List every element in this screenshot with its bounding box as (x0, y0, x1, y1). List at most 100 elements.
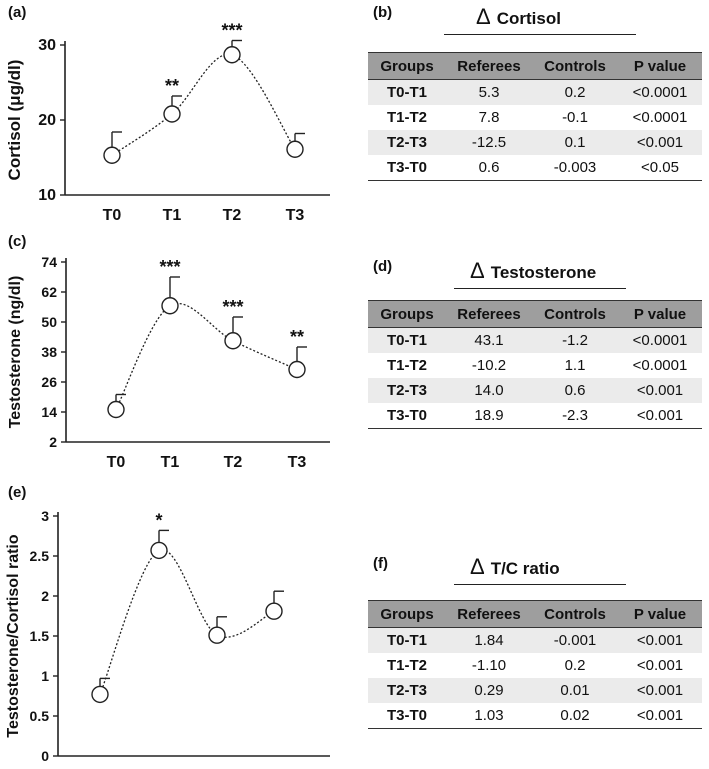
data-point (103, 146, 121, 164)
cell-group: T3-T0 (368, 155, 446, 181)
cell-controls: 0.2 (532, 79, 618, 105)
table-title-text: Testosterone (490, 263, 597, 282)
y-tick-label: 20 (38, 112, 56, 129)
y-axis-label: Cortisol (μg/dl) (5, 60, 24, 181)
panel-label-d: (d) (373, 258, 393, 275)
cell-group: T1-T2 (368, 105, 446, 130)
significance-marker: ** (290, 327, 304, 347)
x-tick-label: T2 (223, 207, 242, 224)
y-tick-label: 0.5 (30, 708, 50, 724)
y-tick-label: 10 (38, 187, 56, 204)
series-line (115, 303, 298, 410)
data-point (107, 400, 125, 419)
significance-marker: * (155, 510, 162, 530)
cell-referees: 18.9 (446, 403, 532, 429)
data-point (163, 105, 181, 123)
y-tick-label: 0 (41, 748, 49, 764)
table-row: T0-T1 1.84 -0.001 <0.001 (368, 627, 702, 653)
series-line (99, 549, 275, 695)
cell-referees: 5.3 (446, 79, 532, 105)
y-tick-label: 1.5 (30, 628, 50, 644)
panel-label-a: (a) (8, 4, 27, 21)
col-header-groups: Groups (368, 52, 446, 80)
data-point (208, 626, 226, 644)
cell-p-value: <0.0001 (618, 105, 702, 130)
testosterone-delta-title: Δ Testosterone (470, 258, 596, 284)
cell-p-value: <0.001 (618, 403, 702, 429)
testosterone-delta-table: Groups Referees Controls P value T0-T1 4… (368, 300, 702, 429)
cell-controls: 0.02 (532, 703, 618, 729)
cell-referees: 0.6 (446, 155, 532, 181)
cell-controls: 0.2 (532, 653, 618, 678)
data-point (286, 140, 304, 158)
col-header-p-value: P value (618, 52, 702, 80)
y-tick-label: 50 (41, 314, 57, 330)
table-header-row: Groups Referees Controls P value (368, 52, 702, 80)
y-axis-label: Testosterone/Cortisol ratio (5, 534, 22, 738)
cell-p-value: <0.001 (618, 678, 702, 703)
table-row: T2-T3 0.29 0.01 <0.001 (368, 678, 702, 703)
significance-marker: *** (222, 297, 243, 317)
significance-marker: *** (221, 21, 242, 41)
x-tick-label: T0 (107, 454, 126, 471)
col-header-referees: Referees (446, 300, 532, 328)
cell-p-value: <0.0001 (618, 79, 702, 105)
table-row: T0-T1 5.3 0.2 <0.0001 (368, 79, 702, 105)
cell-referees: -1.10 (446, 653, 532, 678)
y-tick-label: 2 (41, 588, 49, 604)
data-point (223, 46, 241, 64)
cortisol-delta-title: Δ Cortisol (476, 4, 561, 30)
table-row: T3-T0 0.6 -0.003 <0.05 (368, 155, 702, 181)
cell-group: T2-T3 (368, 130, 446, 155)
y-tick-label: 2 (49, 434, 57, 450)
y-tick-label: 3 (41, 508, 49, 524)
y-tick-label: 62 (41, 284, 57, 300)
panel-label-f: (f) (373, 555, 388, 572)
cell-referees: 0.29 (446, 678, 532, 703)
panel-label-e: (e) (8, 484, 27, 501)
cell-referees: 7.8 (446, 105, 532, 130)
col-header-controls: Controls (532, 300, 618, 328)
cell-group: T2-T3 (368, 678, 446, 703)
testosterone-chart: 2 14 26 38 50 62 74 Testosterone (ng/dl) T0 T1 T2 T… (7, 254, 330, 471)
cell-referees: 1.84 (446, 627, 532, 653)
data-point (161, 297, 179, 315)
cell-p-value: <0.05 (618, 155, 702, 181)
table-row: T3-T0 1.03 0.02 <0.001 (368, 703, 702, 729)
col-header-controls: Controls (532, 52, 618, 80)
cell-controls: 1.1 (532, 353, 618, 378)
cell-referees: -12.5 (446, 130, 532, 155)
cell-p-value: <0.0001 (618, 353, 702, 378)
col-header-groups: Groups (368, 300, 446, 328)
table-row: T1-T2 -1.10 0.2 <0.001 (368, 653, 702, 678)
table-header-row: Groups Referees Controls P value (368, 600, 702, 628)
table-row: T2-T3 14.0 0.6 <0.001 (368, 378, 702, 403)
table-row: T1-T2 -10.2 1.1 <0.0001 (368, 353, 702, 378)
y-tick-label: 2.5 (30, 548, 50, 564)
data-point (224, 332, 242, 350)
table-title-text: T/C ratio (490, 559, 560, 578)
data-point (265, 602, 283, 620)
cell-controls: -0.1 (532, 105, 618, 130)
cell-p-value: <0.001 (618, 378, 702, 403)
cell-group: T1-T2 (368, 653, 446, 678)
cell-p-value: <0.001 (618, 130, 702, 155)
series-line (111, 53, 296, 156)
cell-group: T0-T1 (368, 627, 446, 653)
table-row: T0-T1 43.1 -1.2 <0.0001 (368, 327, 702, 353)
cell-referees: 43.1 (446, 327, 532, 353)
cell-group: T2-T3 (368, 378, 446, 403)
panel-label-b: (b) (373, 4, 393, 21)
cell-controls: -2.3 (532, 403, 618, 429)
x-tick-label: T1 (163, 207, 182, 224)
tc-ratio-delta-table: Groups Referees Controls P value T0-T1 1… (368, 600, 702, 729)
cell-controls: 0.01 (532, 678, 618, 703)
panel-label-c: (c) (8, 233, 27, 250)
cell-group: T1-T2 (368, 353, 446, 378)
cell-group: T0-T1 (368, 327, 446, 353)
cell-controls: -1.2 (532, 327, 618, 353)
cell-controls: 0.6 (532, 378, 618, 403)
col-header-referees: Referees (446, 600, 532, 628)
col-header-p-value: P value (618, 600, 702, 628)
